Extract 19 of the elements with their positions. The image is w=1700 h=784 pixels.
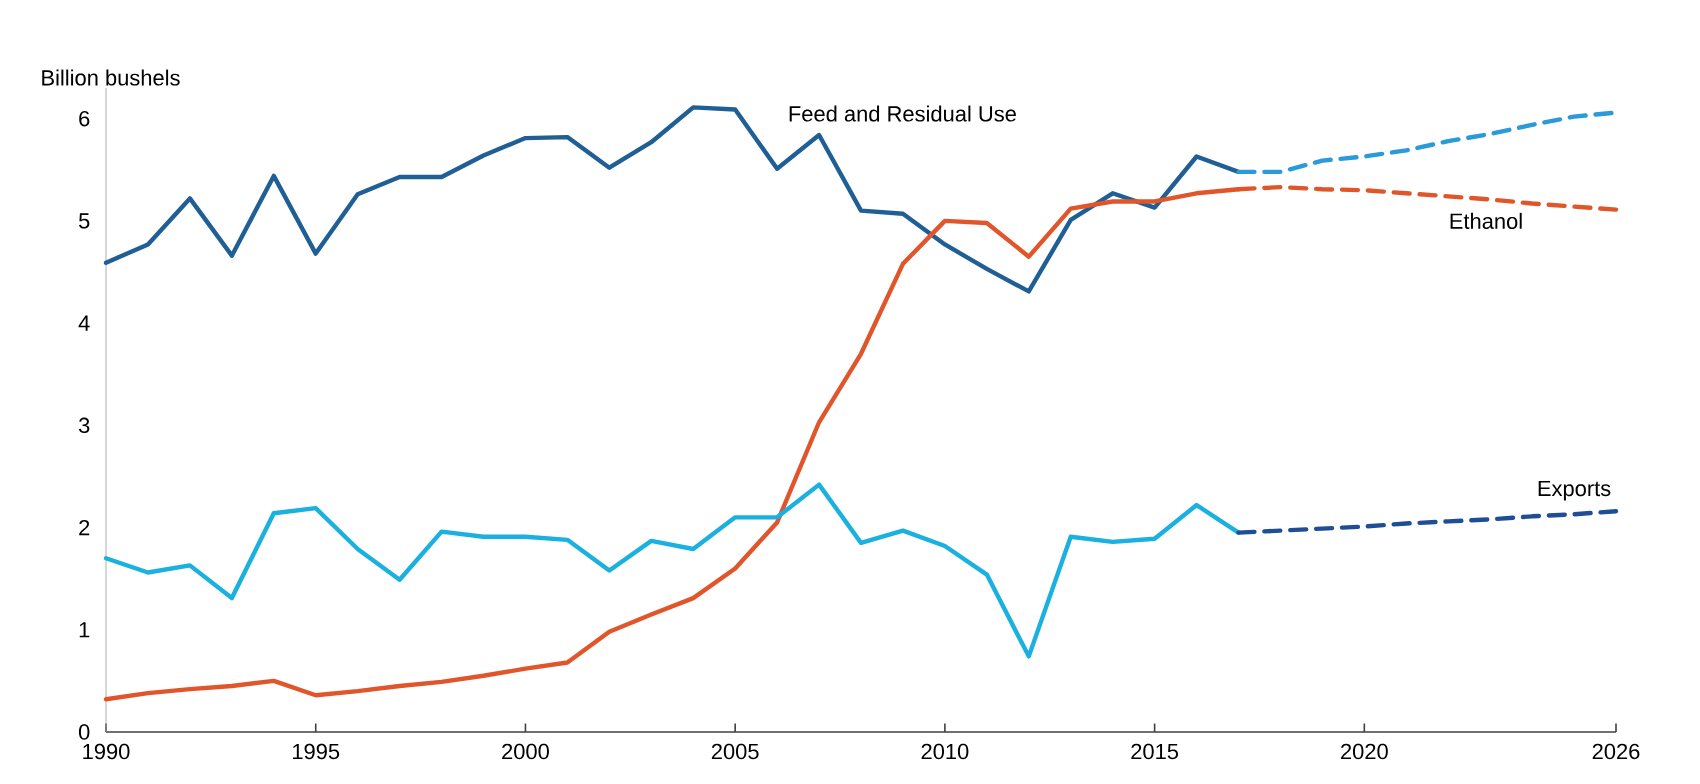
series-label: Ethanol: [1450, 212, 1522, 229]
y-tick-label: 5: [78, 213, 90, 229]
y-tick-label: 2: [79, 519, 90, 536]
y-tick-label: 1: [79, 622, 90, 638]
x-tick-label: 2026: [1592, 743, 1640, 760]
y-tick-label: 6: [79, 110, 90, 127]
x-tick-label: 2015: [1131, 743, 1179, 760]
x-tick-label: 2020: [1341, 743, 1388, 760]
x-tick-label: 1990: [83, 743, 130, 760]
series-label: Exports: [1538, 480, 1611, 501]
y-tick-label: 0: [78, 724, 90, 740]
series-label: Feed and Residual Use: [789, 105, 1016, 122]
x-tick-label: 2010: [921, 743, 969, 760]
x-tick-label: 2000: [502, 743, 549, 760]
y-tick-label: 3: [78, 417, 90, 434]
y-axis-title: Billion bushels: [42, 69, 180, 86]
x-tick-label: 1995: [293, 743, 340, 760]
x-tick-label: 2005: [711, 743, 759, 760]
y-tick-label: 4: [78, 315, 90, 331]
